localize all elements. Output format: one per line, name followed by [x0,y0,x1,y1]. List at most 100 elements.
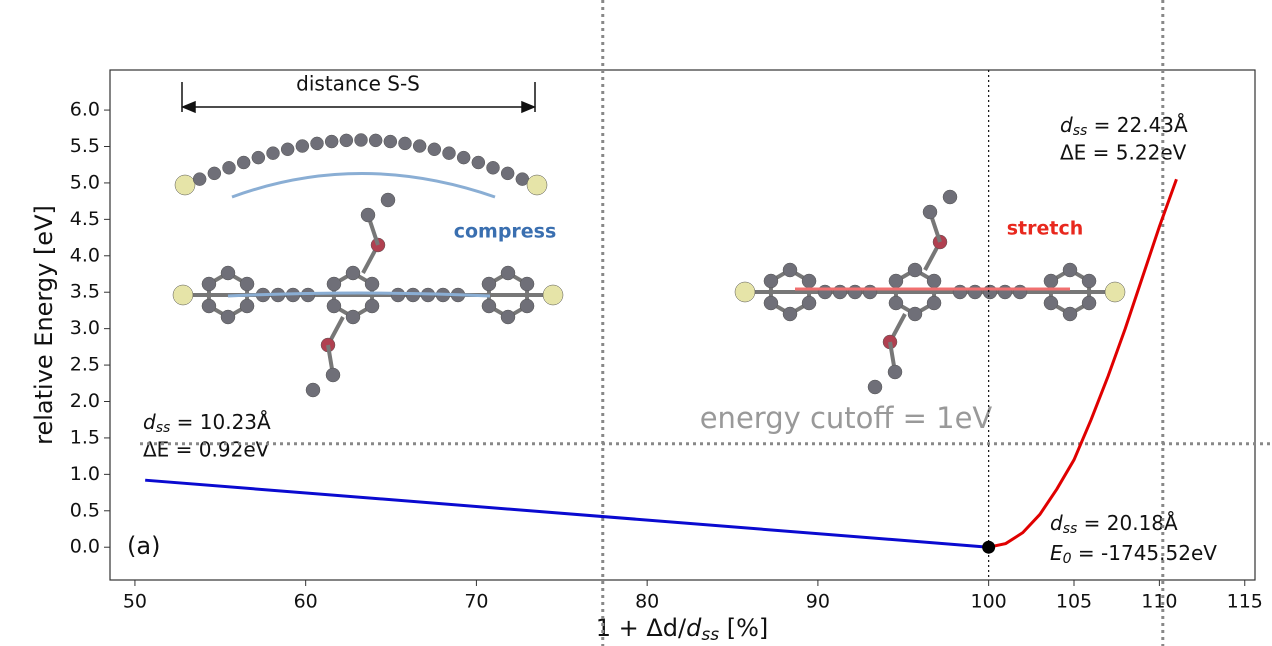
x-tick-label: 80 [635,591,659,613]
annotation-top-d: dss = 22.43Å [1060,113,1188,140]
atom [364,298,380,314]
atom [456,150,471,165]
atom [481,298,497,314]
x-tick-label: 110 [1141,591,1177,613]
atom [801,295,817,311]
atom [174,174,196,196]
compress-arrow [227,291,491,298]
compress-arrow [231,172,496,199]
atom [926,273,942,289]
atom [519,276,535,292]
panel-label: (a) [127,532,160,560]
x-tick-label: 105 [1056,591,1092,613]
atom [345,309,361,325]
atom [326,276,342,292]
atom [817,284,833,300]
atom [390,287,406,303]
cutoff-label: energy cutoff = 1eV [700,401,993,435]
y-tick-label: 5.5 [70,135,100,157]
symbol: E [1050,541,1063,565]
atom [295,139,310,153]
y-tick-label: 1.0 [70,463,100,485]
distance-label: distance S-S [296,72,420,96]
series-line [988,178,1178,549]
atom [220,309,236,325]
compress-label: compress [454,221,557,243]
atom [734,281,756,303]
atom [222,161,236,175]
atom [280,142,295,157]
suffix: [%] [719,614,768,642]
atom [1062,262,1078,278]
y-tick-label: 4.0 [70,244,100,266]
atom [862,284,878,300]
atom [1062,306,1078,322]
atom [519,298,535,314]
atom [1043,273,1059,289]
atom [471,155,486,170]
y-tick-label: 0.5 [70,499,100,521]
atom [1081,273,1097,289]
annotation-bottom-e: E0 = -1745.52eV [1050,541,1217,568]
atom [782,306,798,322]
atom [324,134,339,149]
atom [220,265,236,281]
atom [207,166,222,181]
atom [354,133,368,147]
atom [888,295,904,311]
y-tick-label: 3.5 [70,281,100,303]
atom [782,262,798,278]
atom [427,142,442,157]
atom [339,133,354,148]
y-tick-label: 1.5 [70,426,100,448]
atom [926,295,942,311]
y-tick-label: 0.0 [70,536,100,558]
atom [500,166,515,181]
y-tick-label: 4.5 [70,208,100,230]
symbol: d [1060,113,1073,137]
annotation-left-e: ΔE = 0.92eV [143,438,270,462]
atom [907,262,923,278]
y-tick-label: 2.5 [70,354,100,376]
atom [1043,295,1059,311]
atom [364,276,380,292]
atom [442,146,456,160]
atom [500,265,516,281]
atom [542,284,564,306]
atom [500,309,516,325]
stretch-label: stretch [1007,218,1084,240]
y-axis-label: relative Energy [eV] [30,205,58,445]
atom [1081,295,1097,311]
atom [360,207,376,223]
y-tick-label: 3.0 [70,317,100,339]
atom [1104,281,1126,303]
annotation-bottom-d: dss = 20.18Å [1050,511,1178,538]
atom [982,284,998,300]
x-tick-label: 90 [806,591,830,613]
atom [305,382,321,398]
atom [997,284,1013,300]
atom [942,189,958,205]
atom [763,273,779,289]
atom [172,284,194,306]
annotation-top-e: ΔE = 5.22eV [1060,141,1187,165]
atom [887,364,903,380]
symbol: d [143,410,156,434]
atom [952,284,968,300]
atom [412,139,427,153]
subscript: ss [701,625,719,645]
atom [888,273,904,289]
symbol: d [686,614,702,642]
subscript: 0 [1063,551,1072,567]
atom [192,172,207,186]
atom [251,150,266,165]
atom [763,295,779,311]
atom [310,136,324,151]
x-tick-label: 100 [971,591,1007,613]
atom [326,298,342,314]
atom [907,306,923,322]
atom [345,265,361,281]
x-tick-label: 70 [464,591,488,613]
atom [967,284,983,300]
